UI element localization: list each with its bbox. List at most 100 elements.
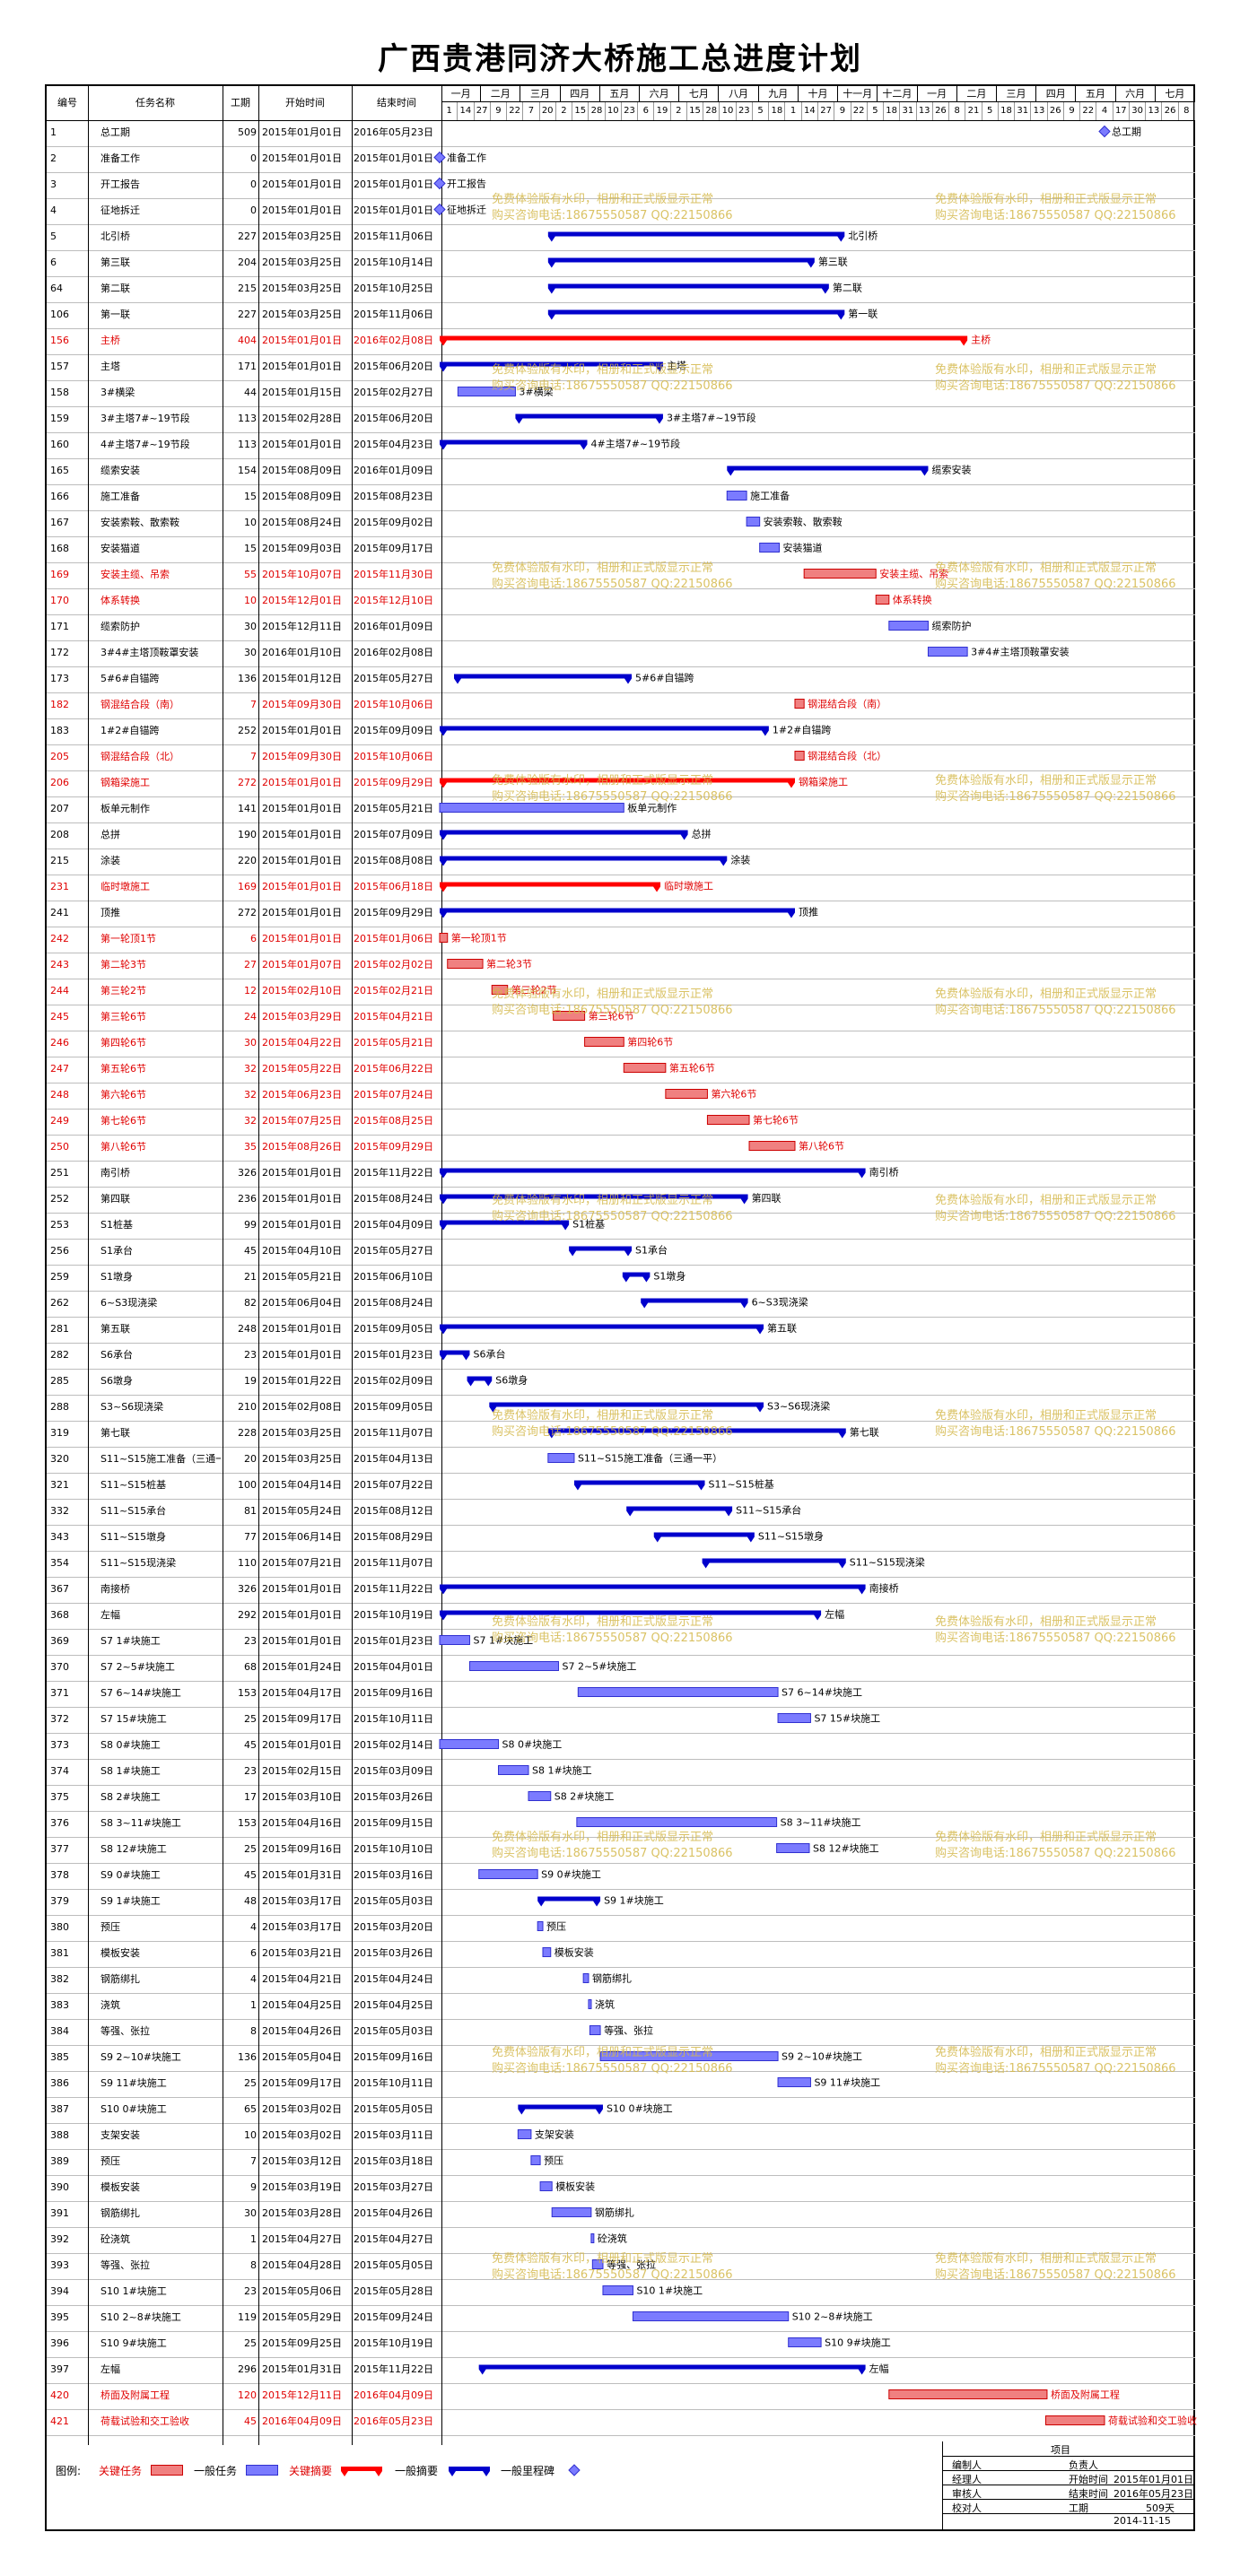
bar-label: S7 2~5#块施工: [562, 1661, 636, 1673]
task-end: 2015年03月27日: [354, 2181, 433, 2193]
task-bar: [591, 2259, 604, 2269]
task-end: 2015年01月23日: [354, 1635, 433, 1647]
row-divider: [47, 1395, 1195, 1396]
task-id: 168: [50, 543, 69, 554]
task-name: 第三轮6节: [100, 1011, 146, 1023]
task-start: 2015年03月02日: [262, 2103, 342, 2115]
timeline-day: 13: [1031, 102, 1048, 120]
timeline-month: 一月: [441, 86, 482, 102]
timeline-day: 4: [1096, 102, 1113, 120]
task-name: S9 11#块施工: [100, 2077, 167, 2089]
row-divider: [47, 1681, 1195, 1682]
watermark-line1: 免费体验版有水印，相册和正式版显示正常: [492, 774, 714, 788]
bar-label: 第六轮6节: [711, 1088, 756, 1101]
task-bar: [530, 2155, 541, 2165]
timeline-day: 30: [1130, 102, 1147, 120]
task-id: 288: [50, 1401, 69, 1413]
bar-label: 3#横梁: [519, 386, 553, 398]
task-id: 382: [50, 1973, 69, 1985]
task-start: 2015年01月01日: [262, 1167, 342, 1179]
task-duration: 32: [244, 1063, 257, 1075]
timeline-day: 9: [834, 102, 851, 120]
task-name: 第三轮2节: [100, 985, 146, 996]
task-end: 2015年06月20日: [354, 413, 433, 424]
task-id: 390: [50, 2181, 69, 2193]
task-name: S6墩身: [100, 1375, 133, 1387]
task-id: 208: [50, 829, 69, 840]
task-duration: 509: [238, 126, 257, 138]
info-k1-0: 编制人: [952, 2459, 982, 2471]
task-duration: 8: [250, 2259, 257, 2271]
summary-bar: [641, 1298, 748, 1309]
watermark-text: 免费体验版有水印，相册和正式版显示正常 购买咨询电话:18675550587 QQ…: [935, 1193, 1176, 1225]
row-divider: [47, 1473, 1195, 1474]
row-divider: [47, 1941, 1195, 1942]
critical-task-bar: [553, 1011, 586, 1021]
task-start: 2015年01月01日: [262, 829, 342, 840]
info-k1-1: 经理人: [952, 2474, 982, 2485]
task-end: 2015年04月25日: [354, 1999, 433, 2011]
bar-label: 北引桥: [848, 230, 878, 242]
task-name: 安装猫道: [100, 543, 140, 554]
bar-label: 施工准备: [750, 490, 790, 502]
timeline-day: 10: [720, 102, 737, 120]
timeline-day: 27: [818, 102, 835, 120]
task-name: 砼浇筑: [100, 2233, 130, 2245]
row-divider: [47, 1759, 1195, 1760]
task-start: 2015年01月22日: [262, 1375, 342, 1387]
summary-bar: [440, 439, 588, 450]
task-id: 3: [50, 178, 57, 190]
bar-label: S9 2~10#块施工: [782, 2051, 862, 2063]
task-start: 2015年03月10日: [262, 1791, 342, 1803]
row-divider: [47, 172, 1195, 173]
timeline-day: 6: [638, 102, 655, 120]
timeline-month: 七月: [1155, 86, 1195, 102]
task-start: 2015年03月17日: [262, 1921, 342, 1933]
task-end: 2015年01月01日: [354, 205, 433, 216]
task-name: 第一联: [100, 309, 130, 320]
row-divider: [47, 2045, 1195, 2046]
task-name: 安装主缆、吊索: [100, 569, 170, 580]
task-end: 2015年09月24日: [354, 2311, 433, 2323]
bar-label: S11~S15现浇梁: [850, 1556, 925, 1569]
task-id: 373: [50, 1739, 69, 1751]
bar-label: 第三轮6节: [589, 1010, 634, 1023]
task-start: 2015年12月11日: [262, 621, 342, 632]
watermark-line1: 免费体验版有水印，相册和正式版显示正常: [935, 988, 1157, 1001]
task-id: 374: [50, 1765, 69, 1777]
task-bar: [777, 2077, 811, 2087]
task-start: 2015年02月28日: [262, 413, 342, 424]
row-divider: [47, 380, 1195, 381]
bar-label: 模板安装: [555, 1946, 594, 1959]
task-end: 2015年05月03日: [354, 1895, 433, 1907]
task-end: 2015年10月06日: [354, 699, 433, 710]
critical-task-bar: [888, 2389, 1048, 2399]
row-divider: [47, 536, 1195, 537]
task-duration: 25: [244, 2077, 257, 2089]
row-divider: [47, 2435, 1195, 2436]
task-name: 第五联: [100, 1323, 130, 1335]
watermark-text: 免费体验版有水印，相册和正式版显示正常 购买咨询电话:18675550587 QQ…: [492, 1614, 733, 1647]
task-name: 3#4#主塔顶鞍罩安装: [100, 647, 199, 658]
timeline-day: 18: [769, 102, 786, 120]
task-duration: 153: [238, 1687, 257, 1699]
task-end: 2015年06月10日: [354, 1271, 433, 1283]
task-name: 左幅: [100, 2363, 120, 2375]
critical-task-bar: [875, 595, 890, 605]
task-end: 2016年01月09日: [354, 465, 433, 476]
task-start: 2015年01月07日: [262, 959, 342, 970]
bar-label: 安装猫道: [783, 542, 823, 554]
task-name: 5#6#自锚跨: [100, 673, 160, 684]
timeline-day: 13: [917, 102, 933, 120]
summary-bar: [454, 674, 633, 684]
task-bar: [588, 1999, 592, 2009]
task-id: 159: [50, 413, 69, 424]
bar-label: 钢筋绑扎: [592, 1972, 632, 1985]
row-divider: [47, 1499, 1195, 1500]
task-id: 375: [50, 1791, 69, 1803]
task-start: 2015年03月25日: [262, 1427, 342, 1439]
task-duration: 1: [250, 1999, 257, 2011]
task-id: 321: [50, 1479, 69, 1491]
summary-bar: [440, 1168, 866, 1179]
task-duration: 113: [238, 439, 257, 450]
